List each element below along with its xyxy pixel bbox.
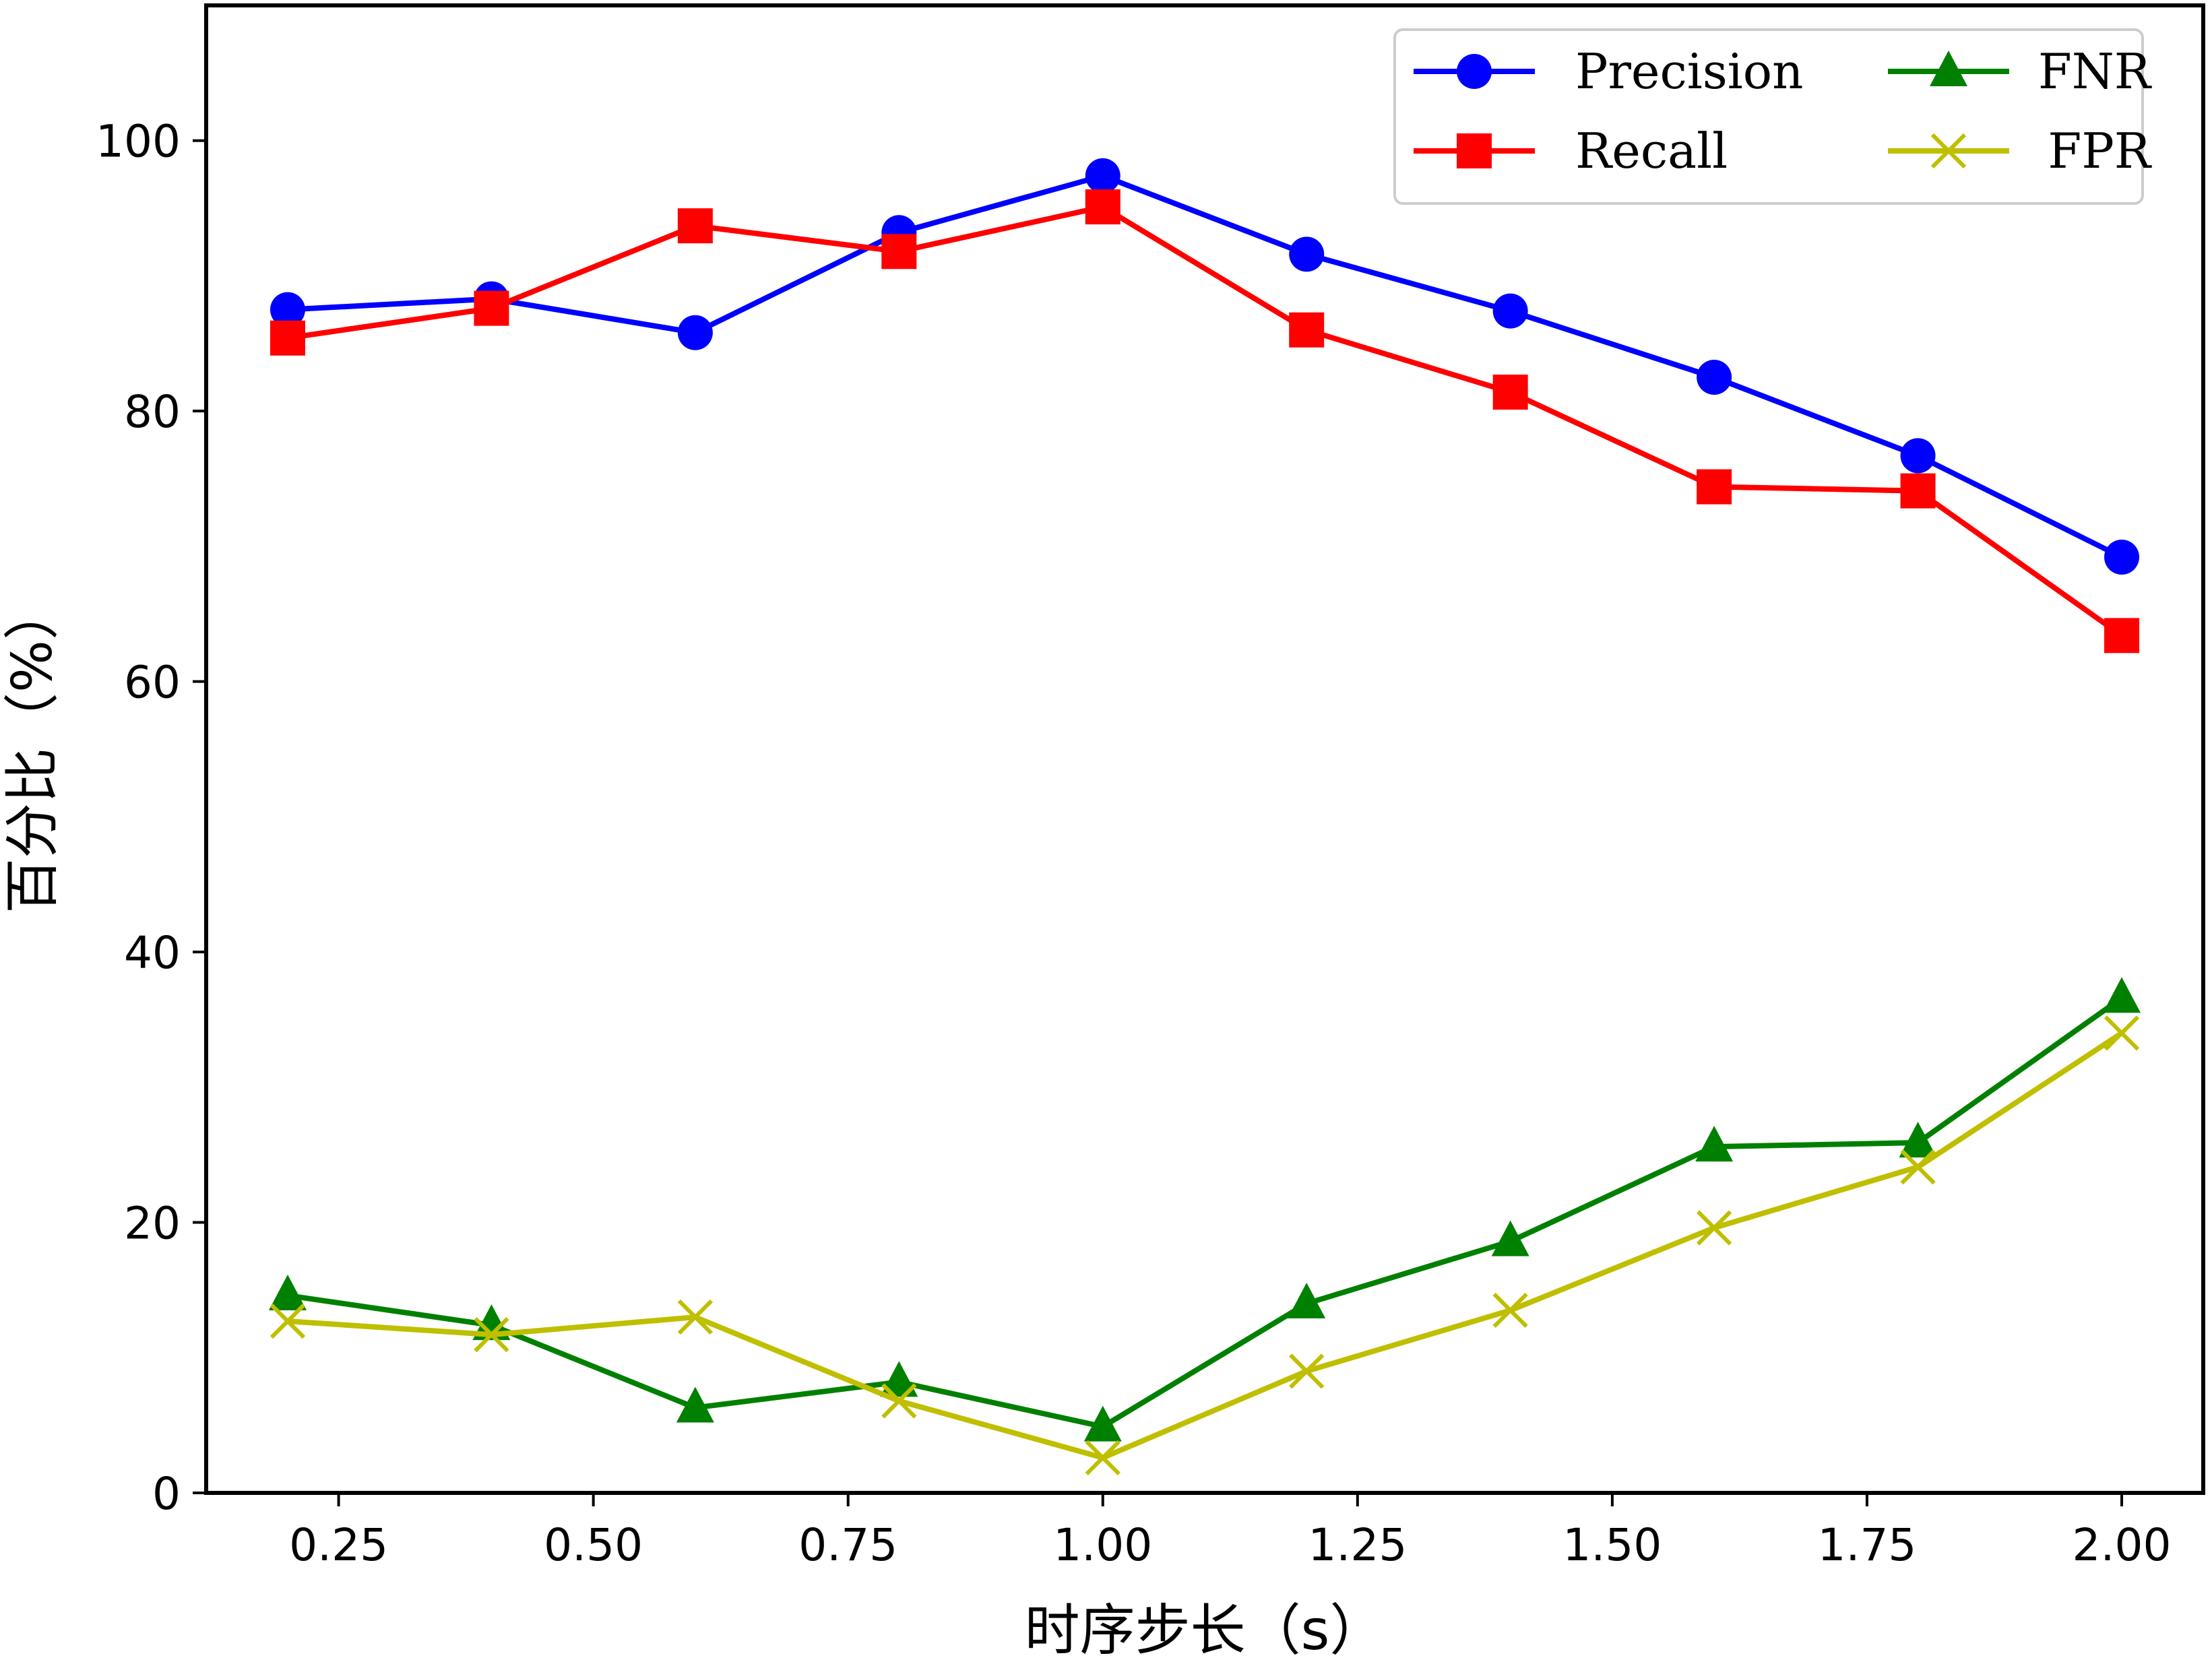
fpr-point [270, 1303, 306, 1339]
x-tick-label: 1.75 [1817, 1519, 1916, 1571]
fpr-point [1696, 1210, 1732, 1246]
x-tick-label: 2.00 [2073, 1519, 2172, 1571]
x-tick-label: 0.50 [544, 1519, 643, 1571]
y-tick-label: 100 [96, 116, 181, 168]
recall-point [1085, 189, 1120, 225]
recall-point [1492, 375, 1528, 410]
fpr-point [881, 1383, 917, 1419]
fnr-point [1288, 1282, 1326, 1318]
x-tick-label: 0.25 [289, 1519, 388, 1571]
series-precision [270, 158, 2140, 575]
fnr-point [2103, 977, 2141, 1013]
fnr-line [287, 996, 2124, 1430]
recall-point [2104, 618, 2140, 653]
precision-point [270, 292, 305, 327]
plot-frame [204, 3, 2205, 1495]
precision-point [1289, 236, 1325, 272]
y-tick-label: 20 [124, 1198, 181, 1250]
fpr-point [474, 1317, 509, 1353]
precision-point [1697, 360, 1732, 395]
precision-point [1085, 158, 1120, 193]
x-tick-label: 1.50 [1562, 1519, 1662, 1571]
fpr-point [1289, 1353, 1325, 1389]
precision-point [1900, 438, 1936, 474]
fpr-point [677, 1299, 714, 1335]
legend-marker [1930, 51, 1967, 86]
y-tick-label: 40 [124, 927, 181, 979]
legend-item-precision: Precision [1414, 43, 1804, 100]
fnr-point [1695, 1126, 1734, 1162]
precision-point [2104, 539, 2140, 575]
series-group [268, 158, 2141, 1475]
legend-label: FNR [2038, 43, 2152, 100]
fnr-point [268, 1274, 307, 1310]
legend-label: Recall [1575, 123, 1728, 179]
recall-point [474, 290, 509, 326]
legend-marker [1457, 54, 1492, 89]
precision-point [1492, 293, 1528, 329]
fnr-point [880, 1361, 918, 1397]
plot-area [204, 3, 2205, 1495]
legend-item-fpr: FPR [1888, 123, 2152, 179]
fpr-line [287, 1031, 2124, 1461]
fnr-point [1899, 1122, 1937, 1158]
precision-line [287, 172, 2123, 560]
legend-marker [1457, 133, 1492, 168]
fnr-point [1083, 1405, 1122, 1442]
precision-point [677, 315, 713, 350]
series-fnr [268, 977, 2141, 1442]
fpr-point [1492, 1292, 1528, 1329]
x-tick-label: 0.75 [798, 1519, 897, 1571]
recall-point [881, 234, 917, 269]
y-tick-label: 60 [124, 657, 181, 709]
recall-point [1289, 312, 1325, 348]
x-axis: 0.25 0.50 0.75 1.00 1.25 1.50 1.75 2.00 [289, 1493, 2171, 1571]
recall-point [270, 320, 305, 356]
legend-label: FPR [2048, 123, 2151, 179]
recall-point [1697, 469, 1732, 505]
recall-point [677, 208, 713, 244]
legend: Precision Recall FNR FPR [1393, 28, 2152, 205]
fpr-point [1085, 1440, 1120, 1475]
legend-marker [1930, 133, 1967, 169]
y-axis: 0 20 40 60 80 100 [96, 116, 206, 1520]
y-tick-label: 80 [124, 386, 181, 438]
y-tick-label: 0 [152, 1468, 181, 1520]
x-tick-label: 1.25 [1308, 1519, 1407, 1571]
x-axis-title: 时序步长（s） [1025, 1599, 1385, 1663]
fnr-point [472, 1304, 511, 1341]
fpr-point [2104, 1015, 2140, 1051]
fnr-point [1491, 1220, 1529, 1256]
recall-point [1900, 473, 1936, 509]
x-tick-label: 1.00 [1053, 1519, 1152, 1571]
legend-item-recall: Recall [1414, 123, 1728, 179]
recall-line [287, 204, 2124, 638]
y-axis-title: 百分比（%） [1, 585, 65, 914]
legend-item-fnr: FNR [1888, 43, 2152, 100]
legend-label: Precision [1575, 43, 1804, 100]
fpr-point [1900, 1149, 1936, 1185]
fnr-point [676, 1386, 714, 1423]
series-fpr [270, 1015, 2140, 1475]
series-recall [270, 189, 2140, 653]
